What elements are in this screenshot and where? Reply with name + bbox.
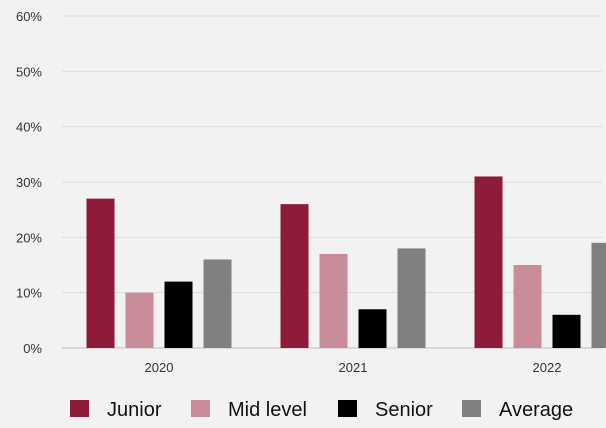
legend-label: Mid level — [228, 399, 307, 421]
x-tick-label: 2020 — [145, 360, 174, 375]
legend-swatch — [191, 400, 210, 417]
bar-junior — [87, 199, 115, 348]
bars — [87, 176, 606, 348]
bar-senior — [553, 315, 581, 348]
bar-mid-level — [320, 254, 348, 348]
legend: Junior Mid level Senior Average — [70, 399, 573, 421]
y-tick-label: 20% — [16, 230, 42, 245]
y-tick-label: 10% — [16, 286, 42, 301]
y-tick-label: 60% — [16, 9, 42, 24]
x-tick-label: 2021 — [339, 360, 368, 375]
legend-label: Junior — [107, 399, 162, 421]
bar-senior — [165, 282, 193, 348]
y-tick-label: 30% — [16, 175, 42, 190]
bar-junior — [475, 176, 503, 348]
legend-swatch — [70, 400, 89, 417]
legend-label: Senior — [375, 399, 433, 421]
bar-junior — [281, 204, 309, 348]
x-axis-ticks: 2020 2021 2022 — [145, 360, 562, 375]
y-tick-label: 40% — [16, 120, 42, 135]
legend-swatch — [462, 400, 481, 417]
x-tick-label: 2022 — [533, 360, 562, 375]
bar-average — [204, 259, 232, 348]
bar-average — [592, 243, 606, 348]
y-axis-ticks: 0% 10% 20% 30% 40% 50% 60% — [16, 9, 42, 356]
bar-mid-level — [126, 293, 154, 348]
legend-label: Average — [499, 399, 573, 421]
y-tick-label: 50% — [16, 64, 42, 79]
bar-mid-level — [514, 265, 542, 348]
y-tick-label: 0% — [23, 341, 42, 356]
bar-senior — [359, 309, 387, 348]
legend-swatch — [338, 400, 357, 417]
bar-average — [398, 248, 426, 348]
